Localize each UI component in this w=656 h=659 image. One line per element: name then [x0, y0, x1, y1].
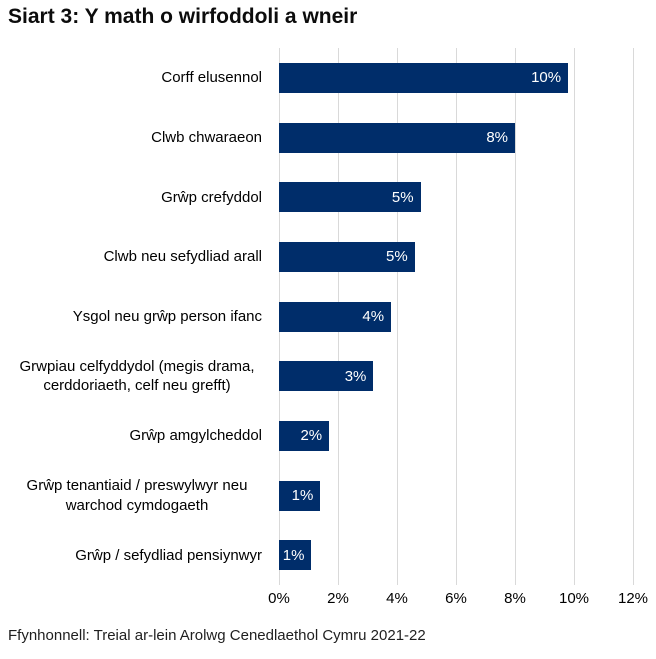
bar-value-label: 5%	[386, 248, 408, 266]
source-note: Ffynhonnell: Treial ar-lein Arolwg Cened…	[8, 627, 426, 644]
category-label: Grŵp amgylcheddol	[0, 426, 279, 445]
bar: 8%	[279, 122, 515, 153]
gridline	[633, 48, 634, 585]
gridline	[515, 48, 516, 585]
bar: 5%	[279, 182, 421, 213]
bar: 1%	[279, 540, 312, 571]
bar-value-label: 5%	[391, 188, 414, 206]
category-label-text: Grŵp tenantiaid / preswylwyr neu warchod…	[26, 477, 248, 514]
bar: 3%	[279, 361, 374, 392]
category-label-text: Clwb chwaraeon	[151, 128, 262, 146]
category-label-text: Ysgol neu grŵp person ifanc	[72, 308, 262, 325]
chart-rows: Corff elusennol 10% Clwb chwaraeon 8% Grŵp c…	[0, 48, 656, 585]
bar: 1%	[279, 480, 321, 511]
x-tick-label: 6%	[445, 590, 467, 607]
bar-track: 5%	[279, 241, 633, 272]
category-label: Clwb chwaraeon	[0, 128, 279, 147]
category-label: Ysgol neu grŵp person ifanc	[0, 307, 279, 326]
category-label: Grwpiau celfyddydol (megis drama, cerddo…	[0, 357, 279, 395]
bar-value-label: 3%	[344, 367, 367, 385]
bar: 5%	[279, 241, 415, 272]
bar-track: 5%	[279, 182, 633, 213]
category-label: Corff elusennol	[0, 68, 279, 87]
bar-track: 1%	[279, 480, 633, 511]
category-label-text: Clwb neu sefydliad arall	[103, 248, 262, 266]
chart-row: Grŵp / sefydliad pensiynwyr 1%	[0, 525, 656, 585]
gridline	[456, 48, 457, 585]
bar-track: 1%	[279, 540, 633, 571]
x-tick-label: 4%	[386, 590, 408, 607]
gridline	[574, 48, 575, 585]
x-axis: 0% 2% 4% 6% 8% 10% 12%	[0, 590, 656, 610]
x-tick-label: 0%	[268, 590, 290, 607]
gridline	[397, 48, 398, 585]
bar-value-label: 2%	[300, 427, 323, 445]
bar-track: 4%	[279, 301, 633, 332]
category-label-text: Grwpiau celfyddydol (megis drama, cerddo…	[19, 358, 255, 395]
category-label-text: Grŵp / sefydliad pensiynwyr	[75, 546, 262, 564]
bar-track: 10%	[279, 62, 633, 93]
category-label-text: Corff elusennol	[161, 69, 262, 87]
bar-value-label: 1%	[291, 487, 314, 505]
category-label: Grŵp / sefydliad pensiynwyr	[0, 546, 279, 565]
x-tick-label: 2%	[327, 590, 349, 607]
bar-value-label: 10%	[531, 69, 562, 87]
chart-title: Siart 3: Y math o wirfoddoli a wneir	[8, 5, 358, 28]
chart-row: Grŵp crefyddol 5%	[0, 167, 656, 227]
category-label: Grŵp crefyddol	[0, 188, 279, 207]
bar-track: 2%	[279, 420, 633, 451]
category-label-text: Grŵp amgylcheddol	[129, 427, 262, 445]
bar-value-label: 1%	[282, 546, 305, 564]
bar-chart: Corff elusennol 10% Clwb chwaraeon 8% Grŵp c…	[0, 48, 656, 585]
chart-row: Corff elusennol 10%	[0, 48, 656, 108]
chart-row: Grwpiau celfyddydol (megis drama, cerddo…	[0, 346, 656, 406]
chart-row: Clwb neu sefydliad arall 5%	[0, 227, 656, 287]
chart-row: Clwb chwaraeon 8%	[0, 108, 656, 168]
chart-row: Grŵp tenantiaid / preswylwyr neu warchod…	[0, 466, 656, 526]
bar-value-label: 8%	[486, 129, 508, 146]
x-tick-label: 8%	[504, 590, 526, 607]
chart-row: Grŵp amgylcheddol 2%	[0, 406, 656, 466]
chart-row: Ysgol neu grŵp person ifanc 4%	[0, 287, 656, 347]
bar: 10%	[279, 62, 569, 93]
bar: 2%	[279, 420, 330, 451]
bar-track: 8%	[279, 122, 633, 153]
bar: 4%	[279, 301, 392, 332]
category-label: Clwb neu sefydliad arall	[0, 247, 279, 266]
bar-track: 3%	[279, 361, 633, 392]
category-label: Grŵp tenantiaid / preswylwyr neu warchod…	[0, 476, 279, 514]
category-label-text: Grŵp crefyddol	[161, 188, 262, 206]
x-tick-label: 12%	[617, 590, 649, 607]
x-tick-label: 10%	[558, 590, 590, 607]
bar-value-label: 4%	[362, 308, 385, 326]
